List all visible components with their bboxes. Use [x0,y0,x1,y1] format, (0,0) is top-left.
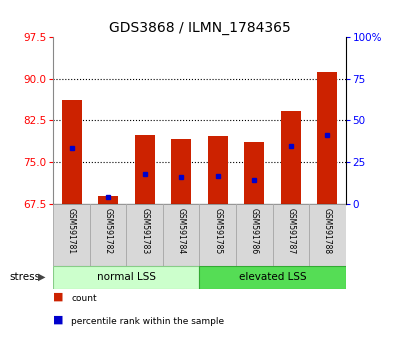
Bar [281,111,301,204]
Text: count: count [71,294,97,303]
Bar [126,204,163,266]
Text: GSM591782: GSM591782 [103,208,113,254]
Bar [244,142,264,204]
Bar [236,204,273,266]
Bar [62,100,82,204]
Text: ▶: ▶ [38,272,45,282]
Title: GDS3868 / ILMN_1784365: GDS3868 / ILMN_1784365 [109,21,290,35]
Bar [98,196,118,204]
Text: GSM591786: GSM591786 [250,208,259,254]
Bar [309,204,346,266]
Bar [199,266,346,289]
Text: GSM591783: GSM591783 [140,208,149,254]
Text: ■: ■ [53,292,64,302]
Bar [53,266,199,289]
Bar [199,204,236,266]
Bar [273,204,309,266]
Text: elevated LSS: elevated LSS [239,272,307,282]
Bar [90,204,126,266]
Bar [171,139,191,204]
Text: percentile rank within the sample: percentile rank within the sample [71,317,224,326]
Text: normal LSS: normal LSS [97,272,156,282]
Text: GSM591788: GSM591788 [323,208,332,254]
Bar [208,136,228,204]
Text: GSM591784: GSM591784 [177,208,186,254]
Bar [317,72,337,204]
Bar [163,204,199,266]
Text: GSM591781: GSM591781 [67,208,76,254]
Text: stress: stress [10,272,41,282]
Text: GSM591787: GSM591787 [286,208,295,254]
Bar [53,204,90,266]
Bar [135,135,155,204]
Text: ■: ■ [53,315,64,325]
Text: GSM591785: GSM591785 [213,208,222,254]
